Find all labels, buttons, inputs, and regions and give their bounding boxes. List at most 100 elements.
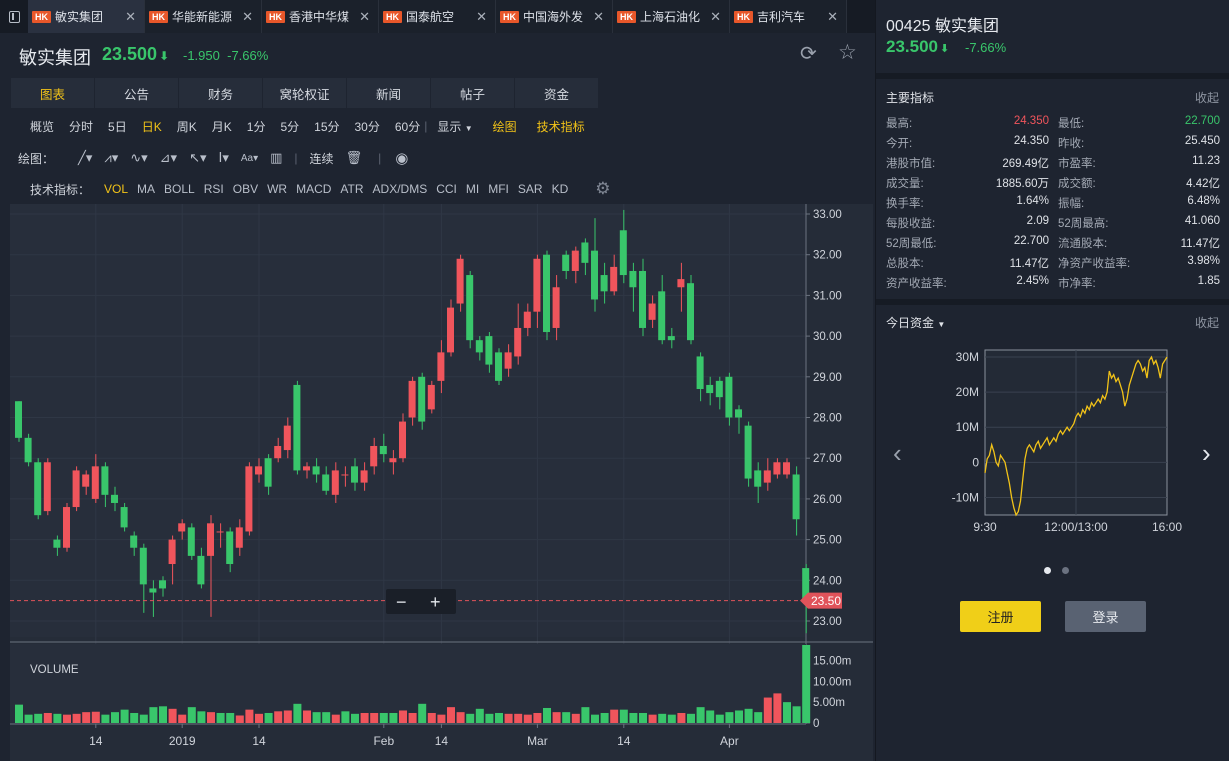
eye-icon[interactable]: ◉ xyxy=(395,150,409,167)
indicator-option[interactable]: OBV xyxy=(232,182,259,196)
stock-tab[interactable]: HK 香港中华煤 ✕ xyxy=(262,0,379,33)
close-icon[interactable]: ✕ xyxy=(476,9,487,24)
stock-tab[interactable]: HK 中国海外发 ✕ xyxy=(496,0,613,33)
metric-label: 资产收益率: xyxy=(886,278,947,290)
trash-icon[interactable]: 🗑 xyxy=(345,150,363,165)
fib-tool-icon[interactable]: ⊿▾ xyxy=(159,150,178,165)
divider xyxy=(876,73,1229,79)
period-option[interactable]: 15分 xyxy=(314,119,340,134)
section-tab[interactable]: 新闻 xyxy=(347,78,430,108)
y-tick-label: 32.00 xyxy=(813,250,842,262)
zoom-out-button[interactable]: − xyxy=(396,592,407,612)
candle-body xyxy=(533,258,541,312)
metric-label: 流通股本: xyxy=(1058,238,1108,250)
zoom-in-button[interactable]: + xyxy=(430,592,441,612)
volume-bar xyxy=(53,713,62,723)
indicator-option[interactable]: KD xyxy=(551,182,569,196)
indicator-option[interactable]: ATR xyxy=(340,182,364,196)
stock-tab[interactable]: HK 国泰航空 ✕ xyxy=(379,0,496,33)
indicator-option[interactable]: RSI xyxy=(203,182,224,196)
period-option[interactable]: 分时 xyxy=(69,119,94,134)
indicator-option[interactable]: VOL xyxy=(104,182,129,196)
capital-y-label: 0 xyxy=(972,455,979,469)
stock-tab[interactable]: HK 吉利汽车 ✕ xyxy=(730,0,847,33)
metric-label: 振幅: xyxy=(1058,198,1085,210)
volume-bar xyxy=(370,712,379,723)
register-button[interactable]: 注册 xyxy=(960,601,1041,632)
carousel-dot[interactable] xyxy=(1062,567,1069,574)
period-option[interactable]: 5分 xyxy=(280,119,300,134)
section-tab[interactable]: 图表 xyxy=(11,78,94,108)
close-icon[interactable]: ✕ xyxy=(242,9,253,24)
font-tool-icon[interactable]: Aa▾ xyxy=(240,152,259,164)
indicator-option[interactable]: WR xyxy=(267,182,288,196)
close-icon[interactable]: ✕ xyxy=(125,9,136,24)
stock-tab-label: 敏实集团 xyxy=(55,10,104,24)
arrow-tool-icon[interactable]: ↖▾ xyxy=(189,150,207,165)
volume-bar xyxy=(168,708,177,723)
volume-bar xyxy=(591,714,599,723)
period-option[interactable]: 30分 xyxy=(354,119,380,134)
candle-body xyxy=(802,568,810,601)
display-menu[interactable]: 显示 ▼ xyxy=(437,119,473,134)
tech-indicator-button[interactable]: 技术指标 xyxy=(536,119,585,134)
close-icon[interactable]: ✕ xyxy=(827,9,838,24)
section-tab[interactable]: 帖子 xyxy=(431,78,514,108)
indicator-option[interactable]: CCI xyxy=(436,182,457,196)
metric-cell: 振幅: 6.48% xyxy=(1058,195,1220,211)
refresh-icon[interactable]: ⟳ xyxy=(800,43,817,65)
kline-chart[interactable]: 33.00 32.00 31.00 30.00 29.00 28.00 27.00 26.00… xyxy=(10,204,873,761)
stock-tab[interactable]: HK 上海石油化 ✕ xyxy=(613,0,730,33)
wave-tool-icon[interactable]: ∿▾ xyxy=(130,150,148,165)
period-option[interactable]: 日K xyxy=(141,119,162,134)
divider xyxy=(876,299,1229,305)
bar-tool-icon[interactable]: ▥ xyxy=(270,150,283,165)
line-tool-icon[interactable]: ╱▾ xyxy=(78,150,93,165)
indicator-option[interactable]: MACD xyxy=(296,182,332,196)
indicator-option[interactable]: MFI xyxy=(488,182,509,196)
capital-collapse-button[interactable]: 收起 xyxy=(1194,316,1219,330)
kline-chart-area[interactable]: 33.00 32.00 31.00 30.00 29.00 28.00 27.00 26.00… xyxy=(10,204,873,761)
draw-button[interactable]: 绘图 xyxy=(492,119,517,134)
close-icon[interactable]: ✕ xyxy=(593,9,604,24)
ray-tool-icon[interactable]: ⩘▾ xyxy=(104,150,119,165)
stock-tab[interactable]: HK 敏实集团 ✕ xyxy=(28,0,145,33)
indicator-option[interactable]: MA xyxy=(137,182,156,196)
indicator-option[interactable]: ADX/DMS xyxy=(372,182,428,196)
carousel-dot-active[interactable] xyxy=(1044,567,1051,574)
metrics-collapse-button[interactable]: 收起 xyxy=(1194,91,1219,105)
star-icon[interactable]: ☆ xyxy=(838,41,857,64)
text-tool-icon[interactable]: Ⅰ▾ xyxy=(218,150,229,165)
login-button[interactable]: 登录 xyxy=(1065,601,1146,632)
indicator-option[interactable]: BOLL xyxy=(164,182,195,196)
volume-bar xyxy=(629,712,638,723)
section-tab[interactable]: 公告 xyxy=(95,78,178,108)
period-option[interactable]: 5日 xyxy=(108,119,127,134)
capital-flow-line xyxy=(984,355,1168,517)
period-option[interactable]: 月K xyxy=(211,119,232,134)
section-tab[interactable]: 财务 xyxy=(179,78,262,108)
indicator-option[interactable]: SAR xyxy=(517,182,543,196)
stock-tab[interactable]: HK 华能新能源 ✕ xyxy=(145,0,262,33)
continuous-toggle[interactable]: 连续 xyxy=(309,151,334,166)
capital-title[interactable]: 今日资金 ▼ xyxy=(886,316,946,330)
candle-body xyxy=(53,539,61,548)
hk-badge: HK xyxy=(32,10,51,23)
section-tab[interactable]: 资金 xyxy=(515,78,598,108)
indicator-option[interactable]: MI xyxy=(465,182,480,196)
period-option[interactable]: 60分 xyxy=(394,119,421,134)
period-option[interactable]: 概览 xyxy=(30,119,55,134)
carousel-prev-icon[interactable]: ‹ xyxy=(893,438,902,468)
close-icon[interactable]: ✕ xyxy=(359,9,370,24)
period-option[interactable]: 周K xyxy=(176,119,197,134)
volume-bar xyxy=(504,713,513,723)
volume-tick-label: 5.00m xyxy=(813,697,845,709)
sidebar-toggle-icon[interactable] xyxy=(0,0,28,33)
period-option[interactable]: 1分 xyxy=(246,119,266,134)
volume-bar xyxy=(43,712,52,723)
candle-body xyxy=(754,470,762,487)
close-icon[interactable]: ✕ xyxy=(710,9,721,24)
carousel-next-icon[interactable]: › xyxy=(1202,438,1211,468)
section-tab[interactable]: 窝轮权证 xyxy=(263,78,346,108)
gear-icon[interactable]: ⚙ xyxy=(595,179,611,198)
